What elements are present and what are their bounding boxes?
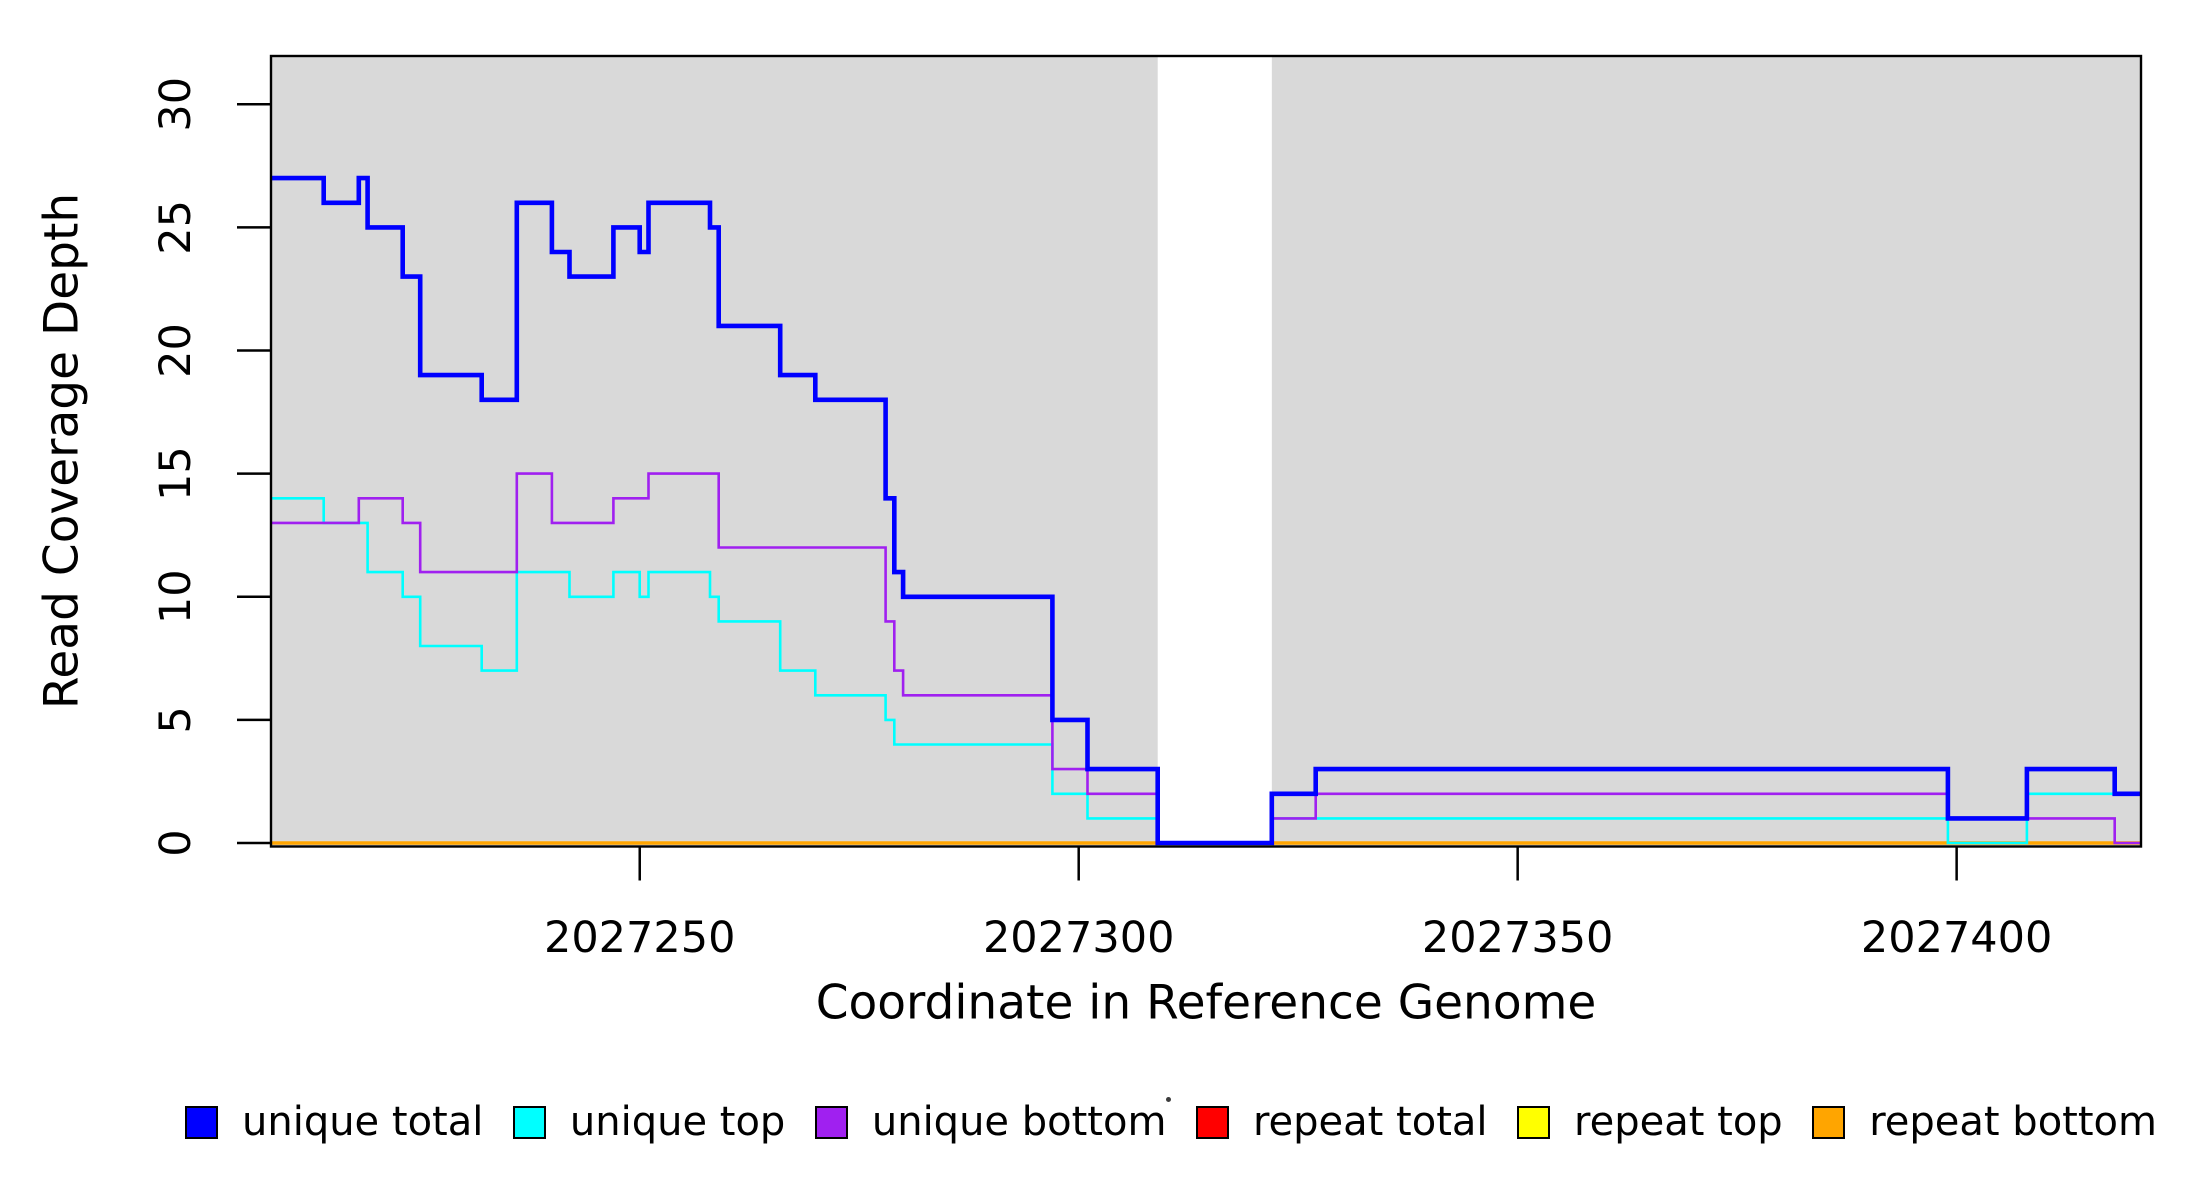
x-tick-label: 2027350	[1422, 913, 1614, 963]
series-line-unique-total	[271, 175, 2141, 846]
stray-dot	[1166, 1097, 1171, 1102]
legend-item-unique-bottom: unique bottom	[814, 1099, 1167, 1145]
y-tick-label: 15	[151, 446, 201, 501]
legend: unique total unique top unique bottom repea…	[185, 1096, 2157, 1148]
legend-swatch-icon	[512, 1105, 546, 1139]
plot-box	[269, 54, 2143, 848]
x-tick-label: 2027250	[544, 913, 736, 963]
legend-item-unique-total: unique total	[185, 1099, 483, 1145]
legend-item-repeat-top: repeat top	[1517, 1099, 1783, 1145]
legend-item-repeat-bottom: repeat bottom	[1812, 1099, 2157, 1145]
y-tick-label: 0	[151, 829, 201, 856]
x-axis-title: Coordinate in Reference Genome	[815, 975, 1597, 1031]
legend-label: unique total	[242, 1099, 484, 1145]
x-tick-label: 2027300	[983, 913, 1175, 963]
zero-coverage-gap-band	[1157, 57, 1272, 846]
x-tick-label: 2027400	[1861, 913, 2053, 963]
legend-swatch-icon	[185, 1105, 218, 1139]
legend-swatch-icon	[1812, 1105, 1846, 1139]
legend-item-unique-top: unique top	[512, 1099, 786, 1145]
y-tick-label: 5	[151, 706, 201, 733]
legend-label: repeat bottom	[1869, 1099, 2157, 1145]
y-tick-label: 10	[151, 569, 201, 624]
y-tick-label: 30	[151, 77, 201, 132]
y-tick-label: 25	[151, 200, 201, 255]
legend-swatch-icon	[1517, 1105, 1551, 1139]
legend-label: unique bottom	[871, 1099, 1167, 1145]
legend-item-repeat-total: repeat total	[1195, 1099, 1488, 1145]
legend-label: repeat total	[1252, 1099, 1488, 1145]
legend-swatch-icon	[1195, 1105, 1229, 1139]
y-axis-title: Read Coverage Depth	[34, 192, 90, 710]
series-line-unique-bottom	[271, 472, 2141, 845]
legend-swatch-icon	[814, 1105, 848, 1139]
legend-label: repeat top	[1574, 1099, 1783, 1145]
y-tick-label: 20	[151, 323, 201, 378]
legend-label: unique top	[569, 1099, 786, 1145]
